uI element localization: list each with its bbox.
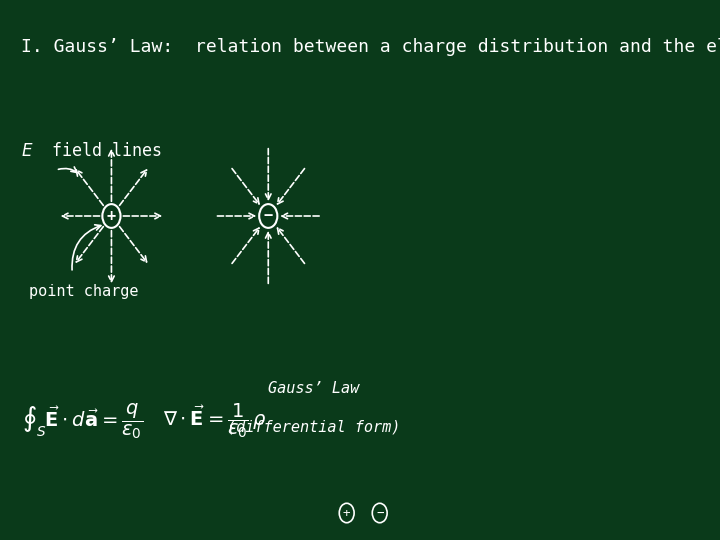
Text: +: + [343,507,351,519]
Text: −: − [264,208,273,224]
Text: $\it{E}$  field lines: $\it{E}$ field lines [21,142,161,160]
Text: −: − [376,507,384,519]
Text: Gauss’ Law: Gauss’ Law [268,381,359,396]
Text: point charge: point charge [29,284,138,299]
Text: $\oint_S \vec{\mathbf{E}} \cdot d\vec{\mathbf{a}} = \dfrac{q}{\varepsilon_0}$: $\oint_S \vec{\mathbf{E}} \cdot d\vec{\m… [22,402,143,441]
Text: (differential form): (differential form) [227,419,400,434]
Text: I. Gauss’ Law:  relation between a charge distribution and the electric field: I. Gauss’ Law: relation between a charge… [21,38,720,56]
Text: $\nabla \cdot \vec{\mathbf{E}} = \dfrac{1}{\varepsilon_0}\,\rho$: $\nabla \cdot \vec{\mathbf{E}} = \dfrac{… [163,402,266,441]
Text: +: + [107,208,116,224]
